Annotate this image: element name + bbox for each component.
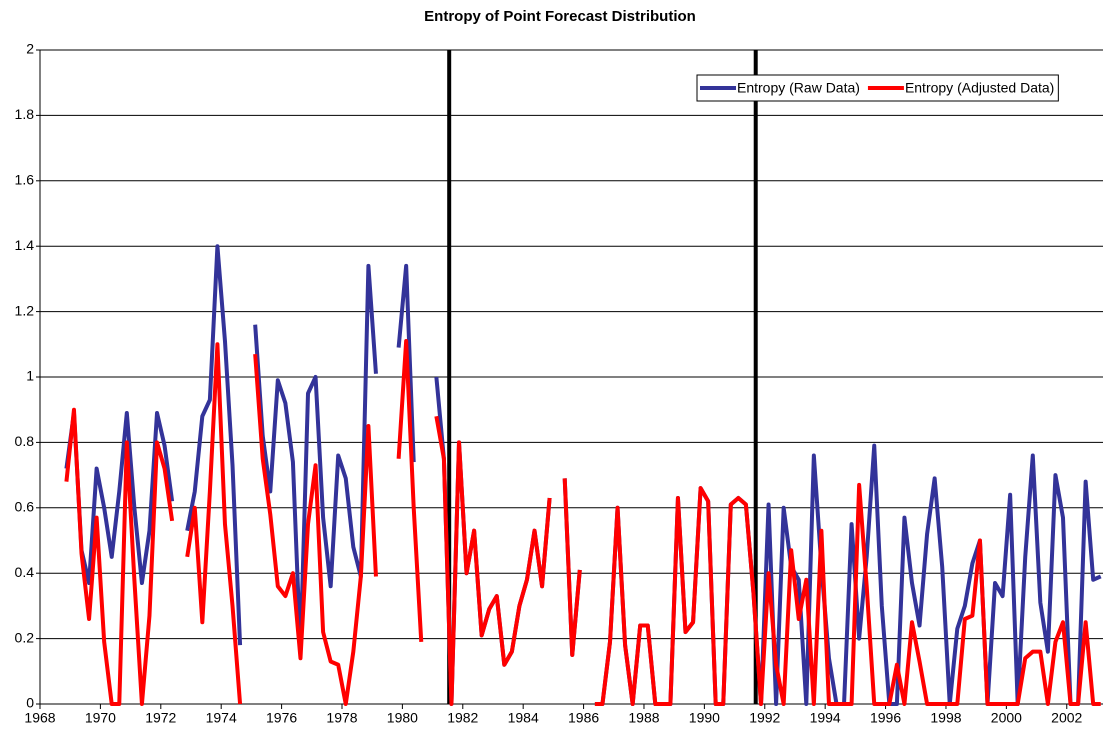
x-tick-label: 2002 (1051, 710, 1082, 726)
y-tick-label: 1.2 (15, 302, 35, 318)
legend-label: Entropy (Adjusted Data) (905, 80, 1054, 96)
y-tick-label: 0.8 (15, 433, 35, 449)
x-tick-label: 1992 (749, 710, 780, 726)
legend-label: Entropy (Raw Data) (737, 80, 860, 96)
y-tick-label: 0.4 (15, 564, 35, 580)
x-tick-label: 1982 (447, 710, 478, 726)
x-tick-label: 1974 (206, 710, 237, 726)
x-tick-label: 1994 (810, 710, 841, 726)
x-tick-label: 1978 (326, 710, 357, 726)
x-tick-label: 1998 (930, 710, 961, 726)
x-tick-label: 1968 (24, 710, 55, 726)
y-tick-label: 1.8 (15, 106, 35, 122)
x-tick-label: 1980 (387, 710, 418, 726)
y-tick-label: 2 (26, 41, 34, 57)
x-tick-label: 2000 (991, 710, 1022, 726)
y-tick-label: 0 (26, 695, 34, 711)
y-tick-label: 0.6 (15, 499, 35, 515)
series-line (64, 339, 1101, 706)
x-tick-label: 1970 (85, 710, 116, 726)
x-tick-label: 1988 (628, 710, 659, 726)
chart-title: Entropy of Point Forecast Distribution (424, 8, 696, 25)
x-tick-label: 1984 (508, 710, 539, 726)
y-tick-label: 0.2 (15, 629, 35, 645)
x-tick-label: 1986 (568, 710, 599, 726)
y-tick-label: 1 (26, 368, 34, 384)
x-tick-label: 1996 (870, 710, 901, 726)
x-tick-label: 1972 (145, 710, 176, 726)
x-tick-label: 1990 (689, 710, 720, 726)
y-tick-label: 1.4 (15, 237, 35, 253)
x-tick-label: 1976 (266, 710, 297, 726)
y-tick-label: 1.6 (15, 172, 35, 188)
